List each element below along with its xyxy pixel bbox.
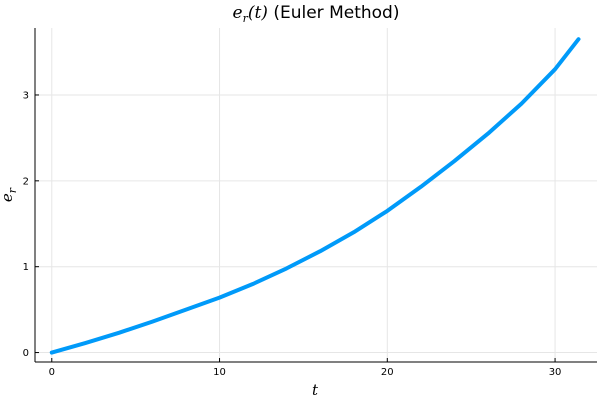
y-tick-label: 2 [23, 176, 29, 187]
x-tick-label: 20 [381, 367, 394, 378]
x-tick-label: 0 [49, 367, 55, 378]
grid [35, 28, 597, 362]
y-tick-label: 1 [23, 262, 29, 273]
y-tick-label: 3 [23, 90, 29, 101]
x-axis-label: t [312, 381, 319, 399]
tick-labels: 0 10 20 30 0 1 2 3 [23, 90, 562, 378]
series [49, 37, 581, 355]
x-tick-label: 10 [213, 367, 226, 378]
axes [34, 28, 597, 363]
x-tick-label: 30 [549, 367, 562, 378]
chart-title: er(t) (Euler Method) [233, 3, 400, 25]
series-line [49, 37, 581, 355]
y-tick-label: 0 [23, 348, 29, 359]
y-axis-label: er [0, 187, 19, 202]
